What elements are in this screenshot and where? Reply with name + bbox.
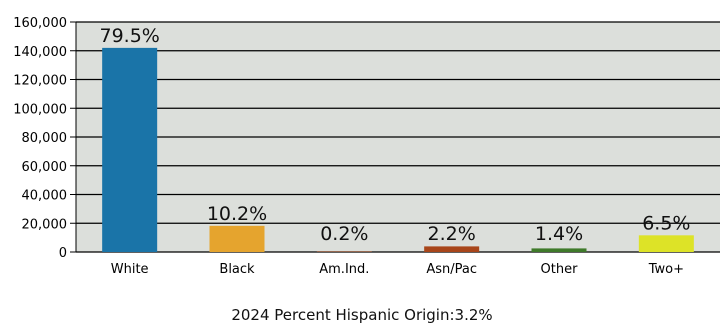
data-label-4: 1.4% (535, 223, 583, 245)
y-tick-label: 100,000 (13, 102, 67, 117)
y-tick-label: 80,000 (22, 131, 68, 146)
x-category-label-1: Black (219, 262, 255, 277)
y-axis-ticks: 0 20,000 40,000 60,000 80,000 100,000 120,000 1… (13, 16, 76, 261)
gridlines (76, 21, 720, 253)
y-tick-label: 20,000 (22, 217, 68, 232)
x-category-label-2: Am.Ind. (319, 262, 369, 277)
bar-2 (316, 251, 372, 252)
y-tick-label: 120,000 (13, 74, 67, 89)
bar-5 (638, 235, 694, 252)
data-label-1: 10.2% (207, 203, 267, 225)
x-category-label-0: White (111, 262, 149, 277)
y-tick-label: 160,000 (13, 16, 67, 31)
data-labels: 79.5% 10.2% 0.2% 2.2% 1.4% 6.5% (99, 25, 690, 245)
y-tick-label: 60,000 (22, 160, 68, 175)
data-label-5: 6.5% (642, 212, 690, 234)
y-tick-label: 40,000 (22, 189, 68, 204)
y-tick-label: 140,000 (13, 45, 67, 60)
x-category-label-3: Asn/Pac (426, 262, 477, 277)
x-category-label-4: Other (541, 262, 579, 277)
bar-4 (531, 248, 587, 252)
data-label-0: 79.5% (99, 25, 159, 47)
y-tick-label: 0 (59, 246, 67, 261)
hispanic-origin-footer: 2024 Percent Hispanic Origin:3.2% (231, 306, 493, 324)
bars (102, 47, 694, 252)
bar-0 (102, 47, 158, 252)
data-label-2: 0.2% (320, 223, 368, 245)
data-label-3: 2.2% (428, 223, 476, 245)
bar-3 (424, 246, 480, 252)
x-category-label-5: Two+ (648, 262, 684, 277)
bar-1 (209, 225, 265, 252)
x-axis-labels: White Black Am.Ind. Asn/Pac Other Two+ (111, 262, 684, 277)
